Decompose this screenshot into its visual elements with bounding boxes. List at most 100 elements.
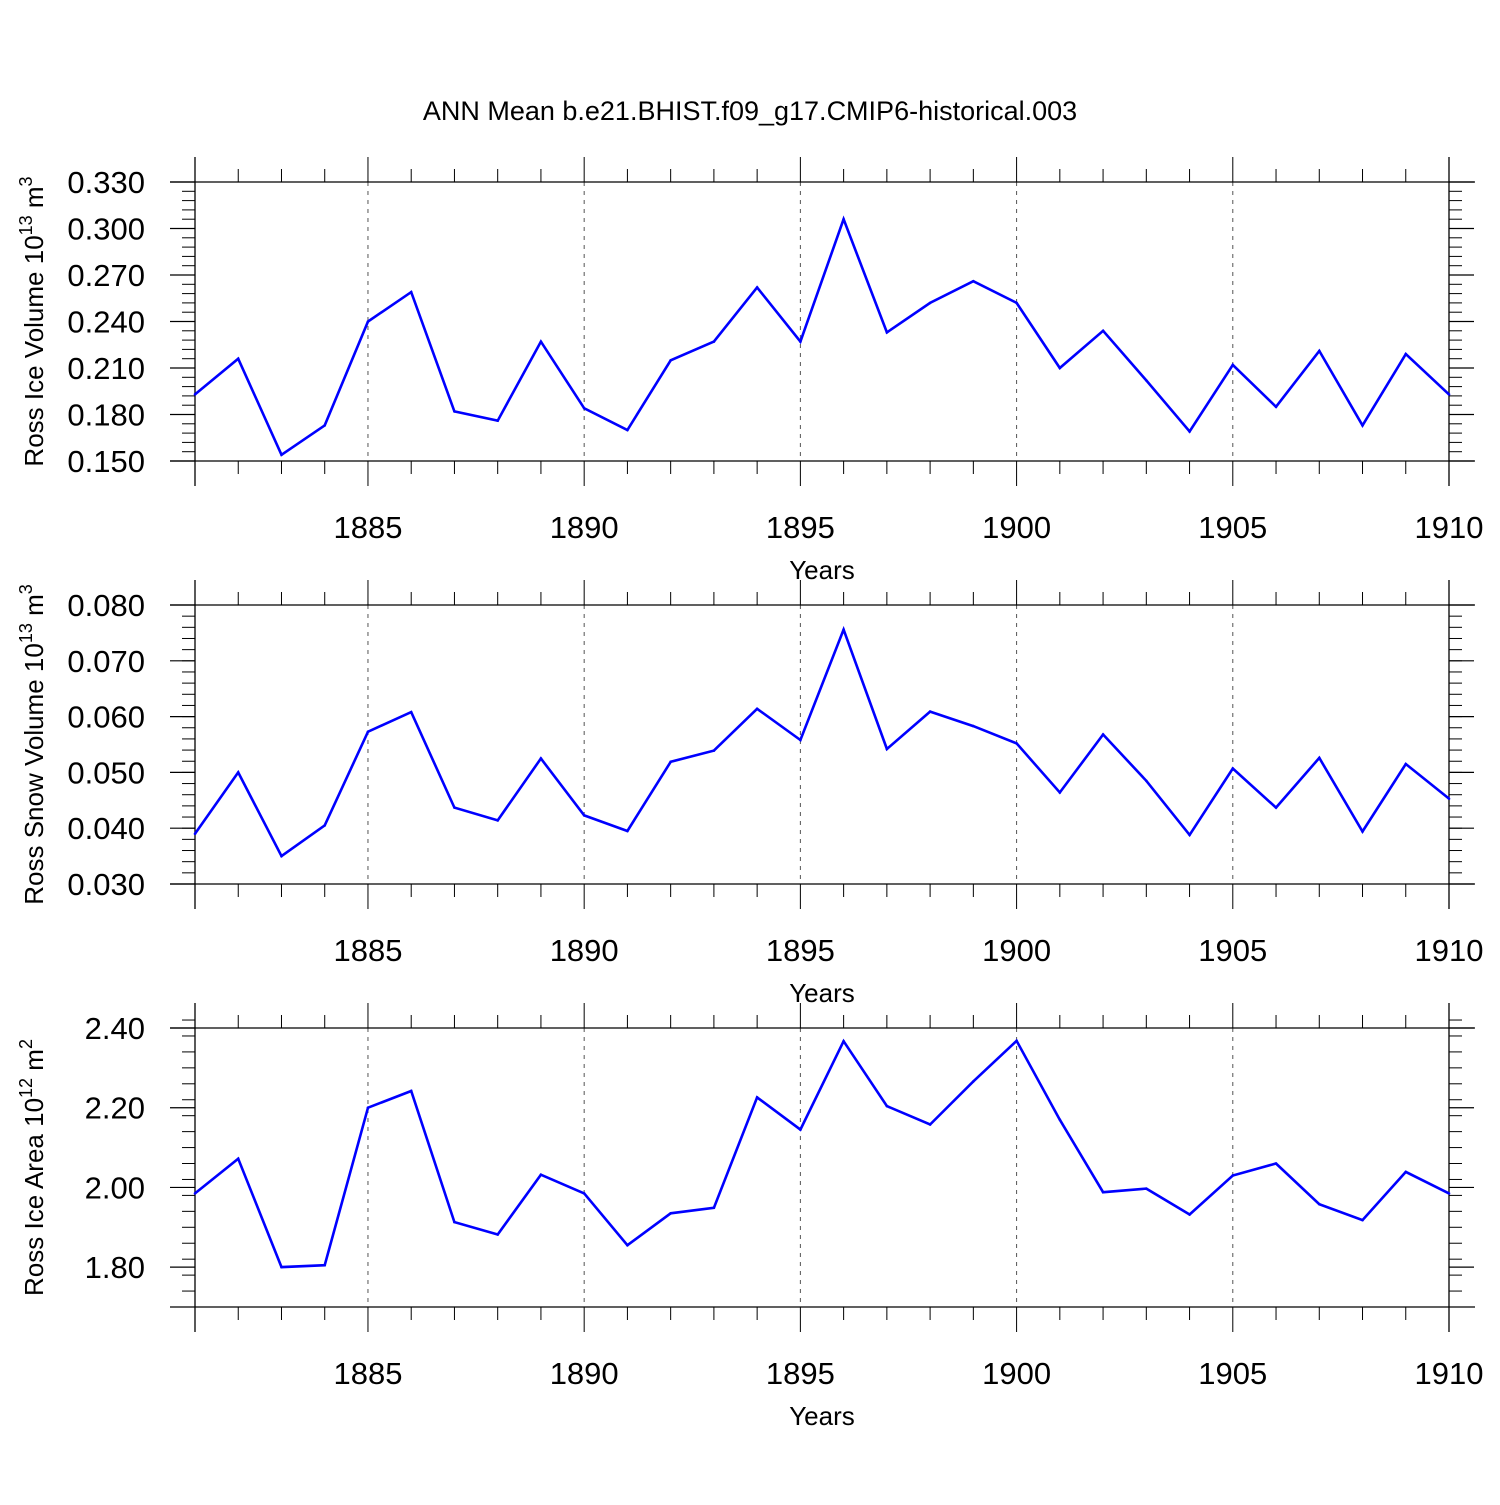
data-point [453,410,456,413]
y-tick-label: 0.040 [67,811,145,846]
data-point [626,1243,629,1247]
x-tick-label: 1910 [1415,510,1484,545]
data-point [1145,779,1148,783]
data-point [1058,1118,1062,1121]
data-point [582,1192,586,1195]
data-point [669,1212,672,1215]
y-axis-label-part: 12 [16,1078,36,1098]
data-point [1317,349,1321,353]
data-point [280,1265,283,1269]
data-point [842,1039,845,1043]
data-point [799,340,802,343]
x-tick-label: 1900 [982,1356,1051,1391]
y-tick-label: 0.300 [67,212,145,247]
panel-3: 1.80 2.00 2.20 2.40 1885 1890 1895 1900 1905 1910… [16,1003,1483,1431]
data-point [1231,1174,1235,1177]
data-point [1188,833,1191,837]
data-point [453,1220,456,1224]
data-point [842,628,845,631]
data-point [669,358,672,362]
data-point [1101,1190,1105,1194]
series-line [193,625,1450,859]
data-point [366,730,370,733]
y-tick-label: 0.070 [67,644,145,679]
y-tick-label: 0.080 [67,588,145,623]
x-tick-label: 1910 [1415,1356,1484,1391]
data-point [1015,301,1018,305]
data-point [1361,830,1364,833]
y-tick-label: 0.240 [67,305,145,340]
data-point [1274,405,1278,409]
y-tick-label: 0.330 [67,165,145,200]
data-point [928,710,932,713]
data-point [409,1089,413,1093]
x-tick-label: 1895 [766,1356,835,1391]
y-axis-label-part: Ross Ice Area 10 [19,1098,49,1296]
data-point [366,320,370,323]
data-point [1274,1162,1278,1165]
x-tick-label: 1890 [550,933,619,968]
data-point [1231,767,1235,770]
data-point [496,419,499,423]
data-point [1404,1170,1408,1174]
chart-title: ANN Mean b.e21.BHIST.f09_g17.CMIP6-histo… [423,96,1077,126]
data-point [799,1128,802,1131]
x-tick-label: 1905 [1198,1356,1267,1391]
data-point [972,724,975,728]
data-point [280,854,283,858]
y-tick-label: 1.80 [85,1250,145,1285]
data-point [496,819,499,822]
y-axis-label: Ross Ice Area 1012 m2 [16,1039,49,1296]
data-point [236,771,240,774]
x-tick-label: 1900 [982,510,1051,545]
y-tick-label: 2.20 [85,1091,145,1126]
y-tick-label: 0.180 [67,398,145,433]
data-point [539,340,543,343]
data-point [323,824,327,827]
data-point [626,428,629,432]
data-point [928,301,932,305]
data-point [1447,797,1451,800]
data-point [1404,352,1408,356]
data-point [755,286,759,289]
x-tick-label: 1890 [550,510,619,545]
y-axis-label: Ross Ice Volume 1013 m3 [16,176,49,466]
data-point [366,1106,370,1110]
data-point [1058,366,1062,370]
x-tick-label: 1895 [766,510,835,545]
data-point [972,1080,975,1083]
y-tick-label: 2.40 [85,1011,145,1046]
data-point [582,814,586,817]
data-point [1361,1218,1364,1222]
data-point [885,1104,889,1108]
data-point [236,357,240,361]
data-point [539,757,543,760]
x-tick-label: 1895 [766,933,835,968]
data-point [842,217,845,221]
data-point [1101,733,1105,736]
panel-2: 0.030 0.040 0.050 0.060 0.070 0.080 1885 1890 18… [16,580,1483,1008]
data-point [193,393,197,396]
data-point [972,279,975,283]
data-point [755,1096,759,1099]
data-point [885,331,889,334]
x-tick-label: 1885 [333,933,402,968]
data-point [1145,1187,1148,1190]
y-axis-label: Ross Snow Volume 1013 m3 [16,584,49,905]
data-point [323,1263,327,1267]
y-tick-label: 0.030 [67,867,145,902]
x-tick-label: 1885 [333,510,402,545]
x-tick-label: 1910 [1415,933,1484,968]
y-tick-label: 2.00 [85,1170,145,1205]
x-axis-label: Years [789,978,855,1008]
y-axis-label-part: 2 [16,1039,36,1049]
data-point [193,832,197,836]
x-tick-label: 1885 [333,1356,402,1391]
y-tick-label: 0.270 [67,258,145,293]
data-point [1145,379,1148,382]
data-point [1188,1213,1191,1216]
data-point [496,1233,499,1236]
